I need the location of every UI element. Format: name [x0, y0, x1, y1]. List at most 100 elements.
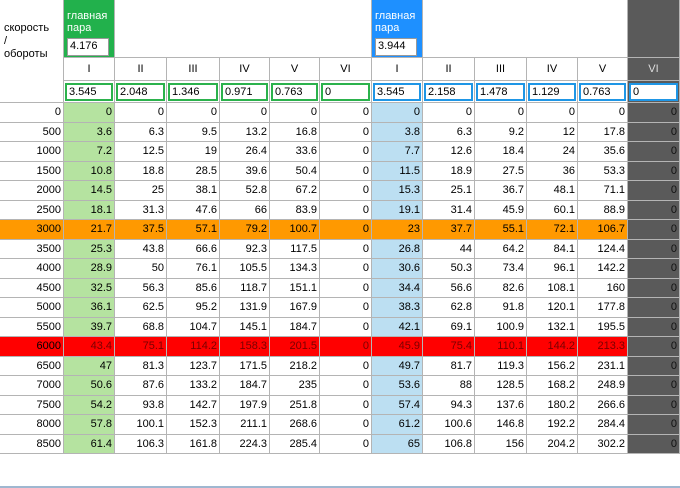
speed-cell: 145.1: [220, 318, 270, 337]
gear-ratio-input[interactable]: 0: [321, 83, 370, 101]
speed-cell: 0: [320, 318, 372, 337]
group1-title-line: пара: [67, 22, 92, 34]
gear-header: III: [475, 58, 527, 81]
speed-cell: 84.1: [527, 240, 578, 259]
speed-cell: 21.7: [64, 220, 115, 240]
gear-ratio-cell: 1.346: [167, 81, 220, 103]
speed-cell: 0: [628, 103, 680, 123]
gear-ratio-input[interactable]: 0.763: [271, 83, 318, 101]
group2-ratio-input[interactable]: 3.944: [375, 38, 417, 56]
speed-cell: 132.1: [527, 318, 578, 337]
gear-header: II: [115, 58, 167, 81]
speed-cell: 0: [320, 415, 372, 435]
header-label-line: /: [4, 35, 8, 47]
speed-cell: 34.4: [372, 279, 423, 298]
gear-ratio-input[interactable]: 2.048: [116, 83, 165, 101]
speed-cell: 87.6: [115, 376, 167, 396]
speed-cell: 12: [527, 123, 578, 142]
rpm-cell: 3000: [0, 220, 64, 240]
speed-cell: 72.1: [527, 220, 578, 240]
gear-ratio-input[interactable]: 3.545: [373, 83, 421, 101]
speed-cell: 92.3: [220, 240, 270, 259]
speed-cell: 134.3: [270, 259, 320, 279]
speed-cell: 0: [167, 103, 220, 123]
gear-header: IV: [220, 58, 270, 81]
speed-cell: 68.8: [115, 318, 167, 337]
speed-cell: 100.7: [270, 220, 320, 240]
speed-cell: 0: [320, 396, 372, 415]
gear-ratio-input[interactable]: 2.158: [424, 83, 473, 101]
speed-cell: 0: [320, 220, 372, 240]
gear-header: I: [372, 58, 423, 81]
rpm-cell: 2000: [0, 181, 64, 201]
speed-cell: 45.9: [475, 201, 527, 220]
speed-cell: 0: [628, 435, 680, 454]
speed-cell: 0: [628, 415, 680, 435]
speed-cell: 18.9: [423, 162, 475, 181]
speed-cell: 54.2: [64, 396, 115, 415]
gear-ratio-input[interactable]: 0: [629, 83, 678, 101]
speed-cell: 110.1: [475, 337, 527, 357]
speed-cell: 106.8: [423, 435, 475, 454]
gear-ratio-cell: 0.971: [220, 81, 270, 103]
speed-cell: 9.5: [167, 123, 220, 142]
gear-ratio-input[interactable]: 0.971: [221, 83, 268, 101]
group1-ratio-input[interactable]: 4.176: [67, 38, 109, 56]
rpm-cell: 500: [0, 123, 64, 142]
row-header-label: скорость / обороты: [0, 0, 64, 103]
speed-cell: 39.7: [64, 318, 115, 337]
gear-ratio-input[interactable]: 1.478: [476, 83, 525, 101]
speed-cell: 266.6: [578, 396, 628, 415]
speed-cell: 204.2: [527, 435, 578, 454]
gear-ratio-cell: 0.763: [270, 81, 320, 103]
speed-cell: 62.8: [423, 298, 475, 318]
rpm-cell: 1000: [0, 142, 64, 162]
speed-cell: 0: [220, 103, 270, 123]
speed-cell: 0: [320, 435, 372, 454]
gear-ratio-cell: 0: [628, 81, 680, 103]
speed-cell: 91.8: [475, 298, 527, 318]
speed-cell: 0: [270, 103, 320, 123]
speed-cell: 81.7: [423, 357, 475, 376]
speed-cell: 100.9: [475, 318, 527, 337]
speed-cell: 25: [115, 181, 167, 201]
speed-cell: 0: [628, 123, 680, 142]
speed-cell: 50.4: [270, 162, 320, 181]
speed-cell: 114.2: [167, 337, 220, 357]
speed-cell: 10.8: [64, 162, 115, 181]
speed-cell: 23: [372, 220, 423, 240]
gear-ratio-input[interactable]: 1.129: [528, 83, 576, 101]
speed-cell: 0: [320, 123, 372, 142]
speed-cell: 18.4: [475, 142, 527, 162]
speed-cell: 131.9: [220, 298, 270, 318]
speed-cell: 167.9: [270, 298, 320, 318]
gear-ratio-input[interactable]: 1.346: [168, 83, 218, 101]
speed-cell: 0: [320, 142, 372, 162]
rpm-cell: 4000: [0, 259, 64, 279]
speed-cell: 6.3: [423, 123, 475, 142]
speed-cell: 50: [115, 259, 167, 279]
speed-cell: 108.1: [527, 279, 578, 298]
speed-cell: 33.6: [270, 142, 320, 162]
gear-ratio-input[interactable]: 3.545: [65, 83, 113, 101]
speed-cell: 151.1: [270, 279, 320, 298]
speed-cell: 146.8: [475, 415, 527, 435]
speed-cell: 128.5: [475, 376, 527, 396]
speed-cell: 66: [220, 201, 270, 220]
gear-ratio-cell: 1.478: [475, 81, 527, 103]
group1-header: главная пара 4.176: [64, 0, 115, 58]
speed-cell: 302.2: [578, 435, 628, 454]
speed-cell: 0: [320, 357, 372, 376]
speed-cell: 0: [320, 259, 372, 279]
rpm-cell: 4500: [0, 279, 64, 298]
speed-cell: 24: [527, 142, 578, 162]
speed-cell: 19: [167, 142, 220, 162]
speed-cell: 9.2: [475, 123, 527, 142]
speed-cell: 64.2: [475, 240, 527, 259]
speed-cell: 0: [320, 298, 372, 318]
gear-ratio-input[interactable]: 0.763: [579, 83, 626, 101]
speed-cell: 3.8: [372, 123, 423, 142]
speed-cell: 71.1: [578, 181, 628, 201]
speed-cell: 25.1: [423, 181, 475, 201]
speed-cell: 15.3: [372, 181, 423, 201]
